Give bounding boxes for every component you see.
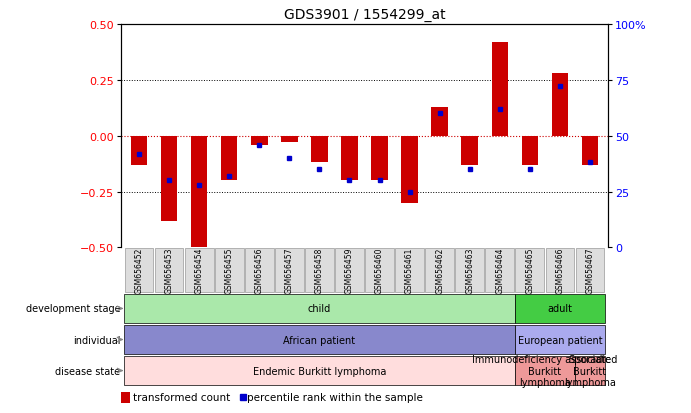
FancyBboxPatch shape (576, 249, 605, 292)
Bar (431, 107, 448, 136)
Text: GSM656462: GSM656462 (435, 247, 444, 294)
Text: Endemic Burkitt lymphoma: Endemic Burkitt lymphoma (253, 366, 386, 376)
FancyBboxPatch shape (515, 356, 575, 385)
Text: African patient: African patient (283, 335, 355, 345)
Text: GSM656457: GSM656457 (285, 247, 294, 294)
Text: GSM656456: GSM656456 (255, 247, 264, 294)
Text: child: child (307, 304, 331, 314)
FancyBboxPatch shape (425, 249, 454, 292)
Text: GSM656454: GSM656454 (195, 247, 204, 294)
FancyBboxPatch shape (155, 249, 184, 292)
FancyBboxPatch shape (515, 325, 605, 354)
FancyBboxPatch shape (545, 249, 574, 292)
Text: GSM656466: GSM656466 (556, 247, 565, 294)
FancyBboxPatch shape (305, 249, 334, 292)
Text: GSM656455: GSM656455 (225, 247, 234, 294)
Title: GDS3901 / 1554299_at: GDS3901 / 1554299_at (284, 8, 445, 22)
FancyBboxPatch shape (124, 294, 515, 323)
Bar (371, 136, 388, 181)
Bar (191, 136, 207, 248)
FancyBboxPatch shape (275, 249, 304, 292)
Bar (251, 136, 267, 145)
Text: adult: adult (547, 304, 572, 314)
FancyBboxPatch shape (515, 294, 605, 323)
FancyBboxPatch shape (455, 249, 484, 292)
Bar (341, 136, 358, 181)
Text: individual: individual (73, 335, 120, 345)
Text: GSM656465: GSM656465 (525, 247, 534, 294)
Bar (522, 136, 538, 165)
Text: GSM656467: GSM656467 (585, 247, 594, 294)
Text: GSM656459: GSM656459 (345, 247, 354, 294)
Text: GSM656453: GSM656453 (164, 247, 173, 294)
Text: development stage: development stage (26, 304, 120, 314)
Bar (311, 136, 328, 163)
Text: GSM656458: GSM656458 (315, 247, 324, 294)
FancyBboxPatch shape (245, 249, 274, 292)
Bar (551, 74, 568, 136)
FancyBboxPatch shape (575, 356, 605, 385)
Text: GSM656461: GSM656461 (405, 247, 414, 294)
FancyBboxPatch shape (184, 249, 214, 292)
Bar (131, 136, 147, 165)
Bar (582, 136, 598, 165)
Bar (161, 136, 178, 221)
Text: GSM656460: GSM656460 (375, 247, 384, 294)
Text: GSM656463: GSM656463 (465, 247, 474, 294)
Bar (221, 136, 238, 181)
Bar (401, 136, 418, 203)
FancyBboxPatch shape (365, 249, 394, 292)
Text: disease state: disease state (55, 366, 120, 376)
FancyBboxPatch shape (335, 249, 364, 292)
Bar (281, 136, 298, 143)
Text: Immunodeficiency associated
Burkitt
lymphoma: Immunodeficiency associated Burkitt lymp… (472, 354, 618, 387)
FancyBboxPatch shape (124, 356, 515, 385)
Bar (491, 43, 508, 136)
Text: European patient: European patient (518, 335, 603, 345)
Text: transformed count: transformed count (133, 392, 230, 403)
FancyBboxPatch shape (124, 325, 515, 354)
FancyBboxPatch shape (515, 249, 545, 292)
Text: GSM656452: GSM656452 (135, 247, 144, 294)
FancyBboxPatch shape (215, 249, 244, 292)
Text: Sporadic
Burkitt
lymphoma: Sporadic Burkitt lymphoma (564, 354, 616, 387)
FancyBboxPatch shape (485, 249, 514, 292)
Text: percentile rank within the sample: percentile rank within the sample (247, 392, 422, 403)
Bar (121, 392, 130, 403)
Bar (462, 136, 478, 165)
FancyBboxPatch shape (124, 249, 153, 292)
FancyBboxPatch shape (395, 249, 424, 292)
Text: GSM656464: GSM656464 (495, 247, 504, 294)
